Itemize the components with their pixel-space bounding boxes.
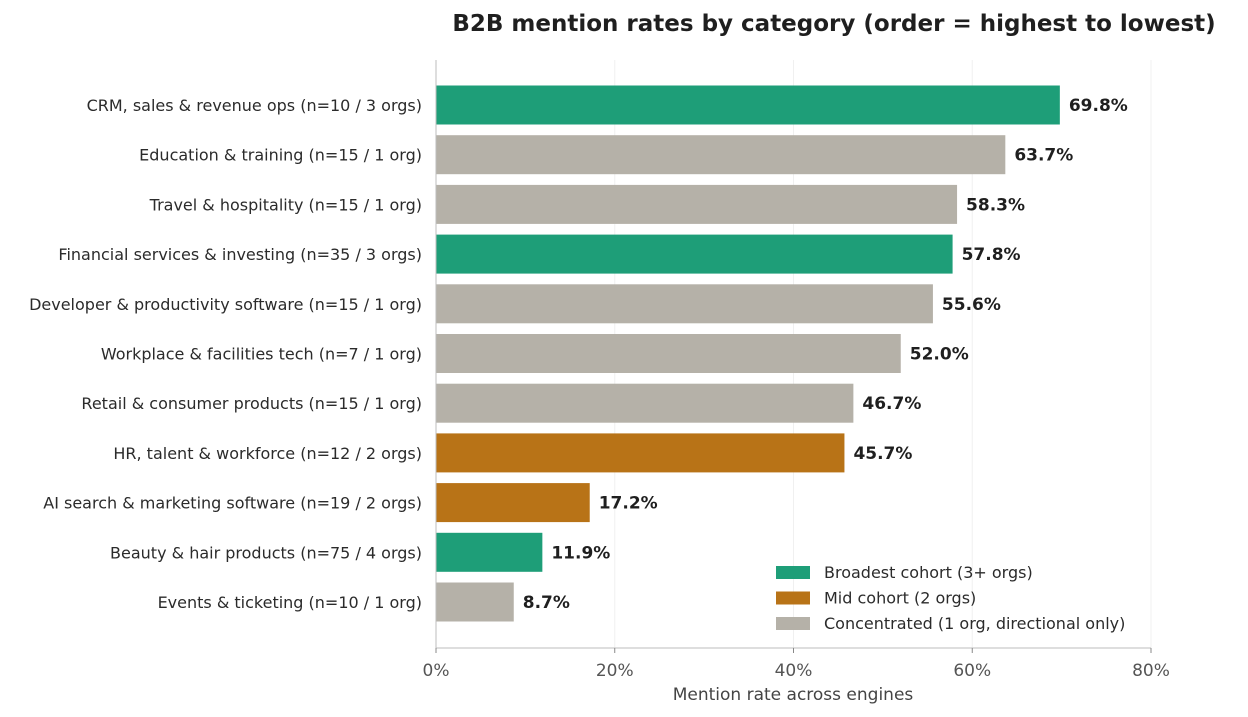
value-label: 17.2%: [599, 494, 658, 514]
legend-swatch: [776, 566, 810, 579]
chart-title: B2B mention rates by category (order = h…: [452, 11, 1215, 37]
value-label: 11.9%: [551, 543, 610, 563]
x-axis-ticks: 0% 20% 40% 60% 80%: [423, 648, 1170, 681]
value-label: 52.0%: [910, 345, 969, 365]
value-label: 63.7%: [1014, 146, 1073, 166]
x-axis-label: Mention rate across engines: [673, 685, 914, 705]
category-label: Retail & consumer products (n=15 / 1 org…: [81, 394, 422, 413]
category-label: Workplace & facilities tech (n=7 / 1 org…: [101, 345, 422, 364]
bar: [436, 532, 543, 572]
bar: [436, 483, 590, 523]
category-label: Developer & productivity software (n=15 …: [29, 295, 422, 314]
legend-swatch: [776, 591, 810, 605]
category-labels: CRM, sales & revenue ops (n=10 / 3 orgs)…: [29, 96, 422, 612]
value-label: 57.8%: [962, 245, 1021, 265]
category-label: AI search & marketing software (n=19 / 2…: [43, 494, 422, 513]
category-label: Financial services & investing (n=35 / 3…: [58, 245, 422, 264]
category-label: Beauty & hair products (n=75 / 4 orgs): [110, 543, 422, 562]
bar: [436, 85, 1060, 125]
bar: [436, 234, 953, 274]
bar: [436, 433, 845, 473]
bar: [436, 582, 514, 622]
category-label: Education & training (n=15 / 1 org): [139, 146, 422, 165]
legend-swatch: [776, 617, 810, 630]
category-label: CRM, sales & revenue ops (n=10 / 3 orgs): [87, 96, 422, 115]
bar: [436, 135, 1006, 175]
bar: [436, 383, 854, 423]
bar: [436, 284, 933, 324]
category-label: Events & ticketing (n=10 / 1 org): [158, 593, 422, 612]
x-tick-label: 40%: [775, 661, 813, 681]
legend-label: Concentrated (1 org, directional only): [824, 614, 1125, 633]
legend-label: Broadest cohort (3+ orgs): [824, 563, 1033, 582]
x-tick-label: 60%: [953, 661, 991, 681]
legend: Broadest cohort (3+ orgs) Mid cohort (2 o…: [776, 563, 1125, 633]
value-labels: 69.8% 63.7% 58.3% 57.8% 55.6% 52.0% 46.7% 45.7%…: [523, 96, 1128, 613]
legend-label: Mid cohort (2 orgs): [824, 589, 976, 608]
bar: [436, 184, 958, 224]
value-label: 58.3%: [966, 195, 1025, 215]
x-tick-label: 0%: [423, 661, 450, 681]
value-label: 69.8%: [1069, 96, 1128, 116]
value-label: 55.6%: [942, 295, 1001, 315]
value-label: 46.7%: [862, 394, 921, 414]
value-label: 8.7%: [523, 593, 570, 613]
x-tick-label: 20%: [596, 661, 634, 681]
x-tick-label: 80%: [1132, 661, 1170, 681]
bars-group: [436, 85, 1060, 622]
category-label: HR, talent & workforce (n=12 / 2 orgs): [113, 444, 422, 463]
value-label: 45.7%: [853, 444, 912, 464]
category-label: Travel & hospitality (n=15 / 1 org): [149, 195, 422, 214]
bar: [436, 334, 901, 373]
